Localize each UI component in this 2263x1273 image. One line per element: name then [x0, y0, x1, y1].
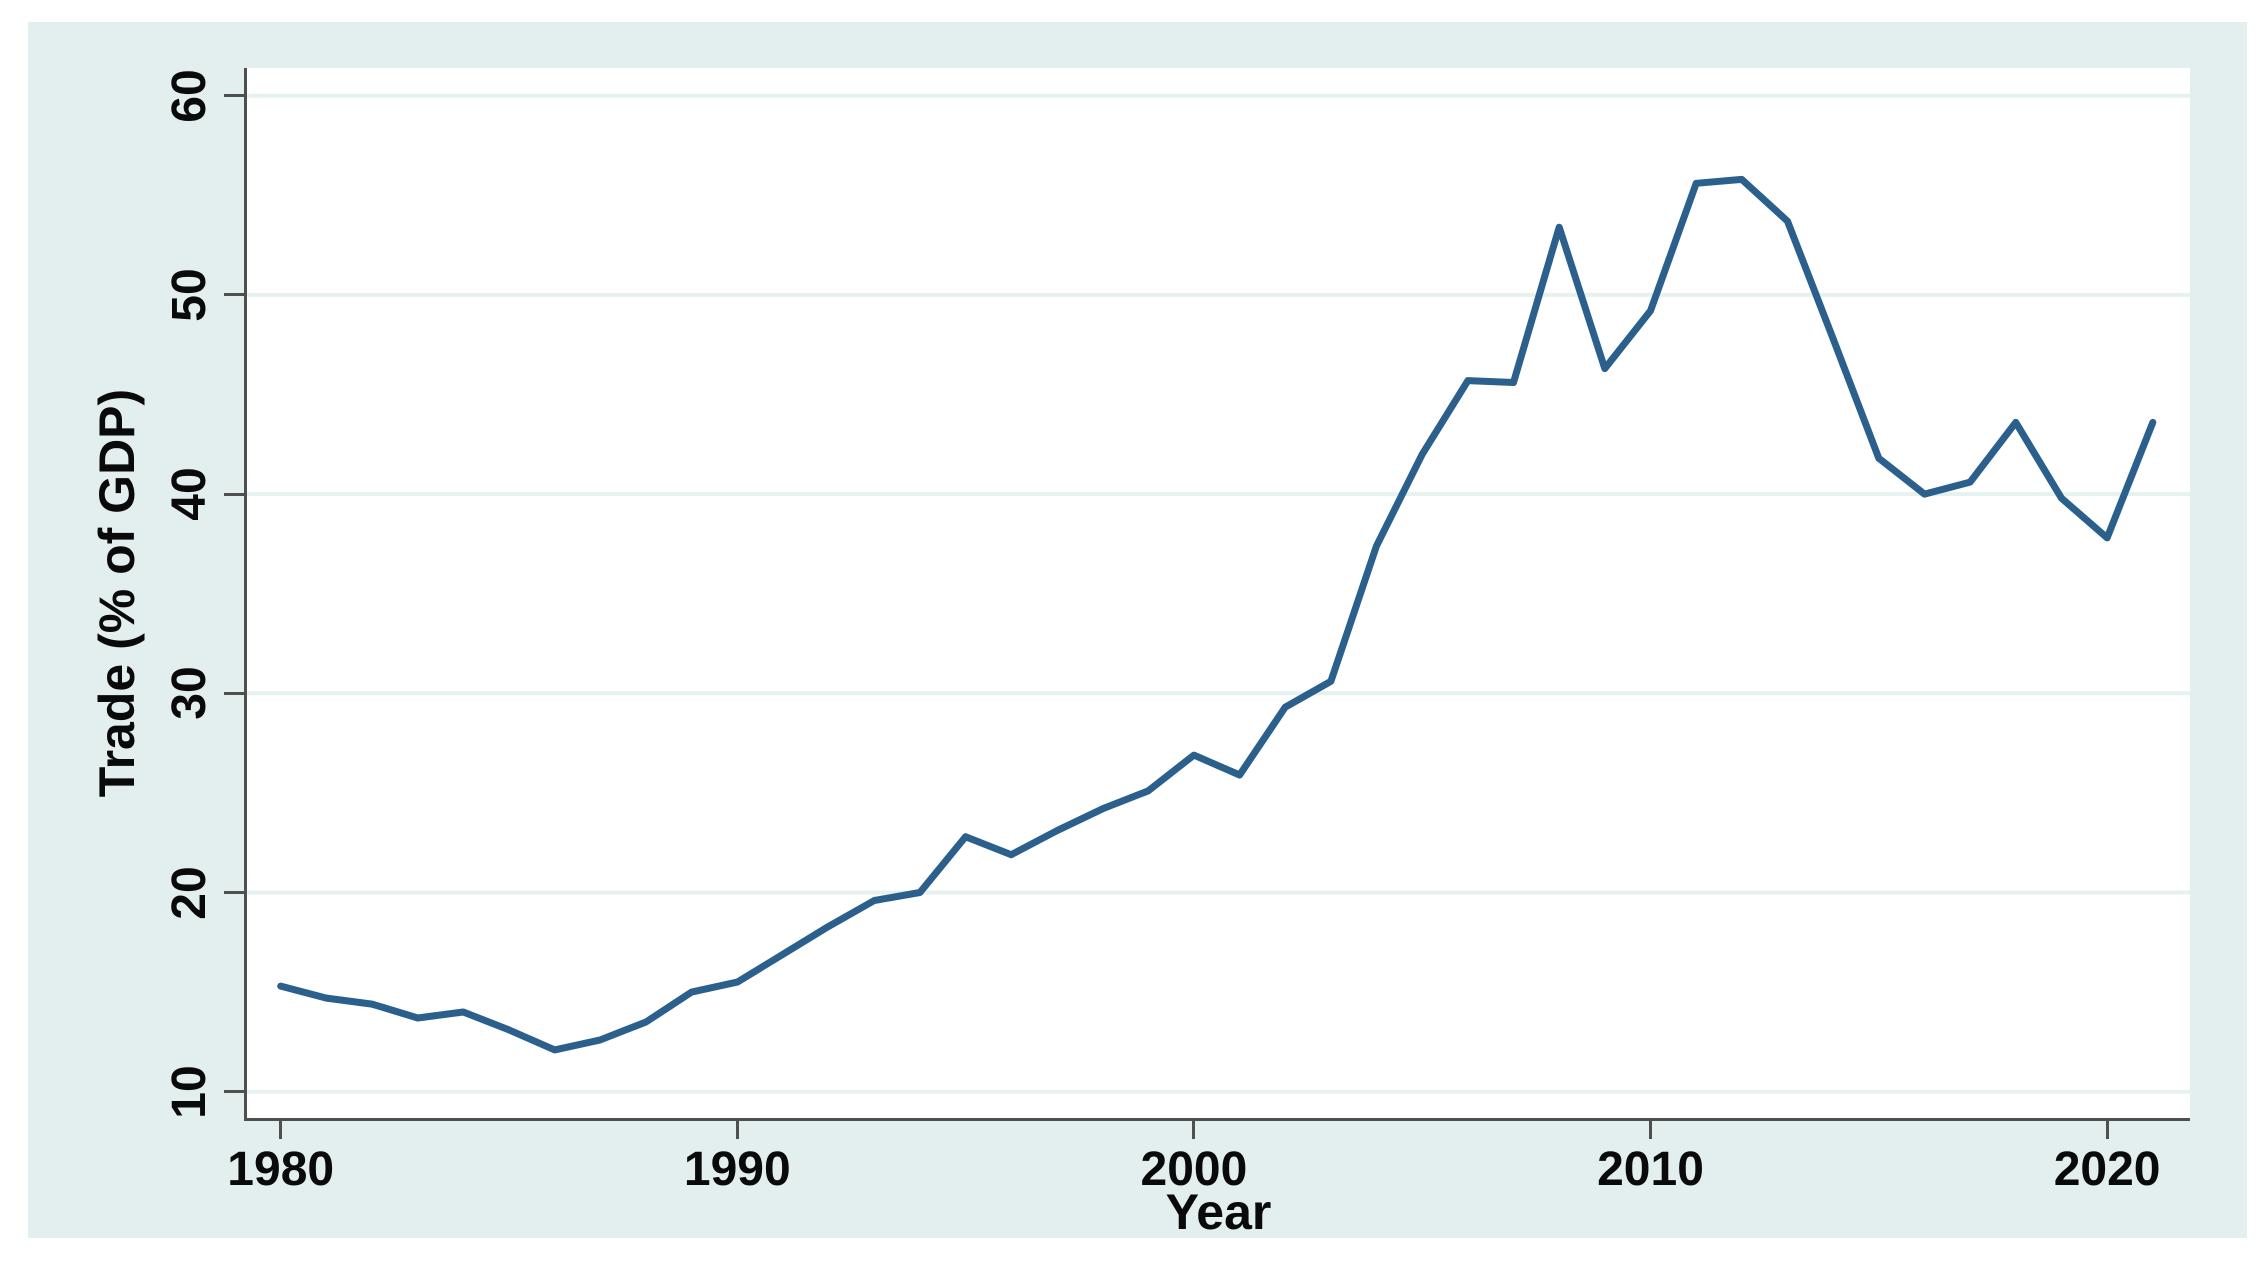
x-tick-label-1980: 1980 [227, 1143, 335, 1196]
y-tick-label-60: 60 [163, 68, 216, 123]
x-tick-1980 [279, 1121, 283, 1139]
x-axis-title: Year [1165, 1184, 1272, 1240]
x-tick-label-2010: 2010 [1597, 1143, 1704, 1196]
trade-line-chart [247, 93, 2190, 1094]
y-tick-10 [224, 1090, 244, 1094]
plot-area [247, 68, 2190, 1118]
trade-series-line [277, 175, 2157, 1054]
x-tick-1990 [735, 1121, 739, 1139]
y-tick-40 [224, 492, 244, 496]
y-tick-label-20: 20 [163, 865, 216, 920]
y-tick-20 [224, 891, 244, 894]
y-tick-50 [224, 293, 244, 297]
y-axis-line [244, 68, 247, 1121]
x-tick-label-2020: 2020 [2053, 1143, 2161, 1196]
x-tick-2020 [2105, 1121, 2109, 1139]
y-tick-30 [224, 691, 244, 695]
x-axis-line [244, 1118, 2190, 1121]
x-tick-2010 [1649, 1121, 1652, 1139]
y-tick-label-10: 10 [163, 1064, 216, 1119]
y-tick-label-50: 50 [163, 268, 216, 322]
y-tick-60 [224, 94, 244, 98]
x-tick-label-1990: 1990 [683, 1143, 791, 1196]
x-tick-2000 [1192, 1121, 1196, 1139]
y-tick-label-30: 30 [163, 666, 216, 720]
y-tick-label-40: 40 [163, 467, 216, 521]
y-axis-title: Trade (% of GDP) [89, 388, 145, 798]
x-tick-label-2000: 2000 [1140, 1143, 1248, 1196]
